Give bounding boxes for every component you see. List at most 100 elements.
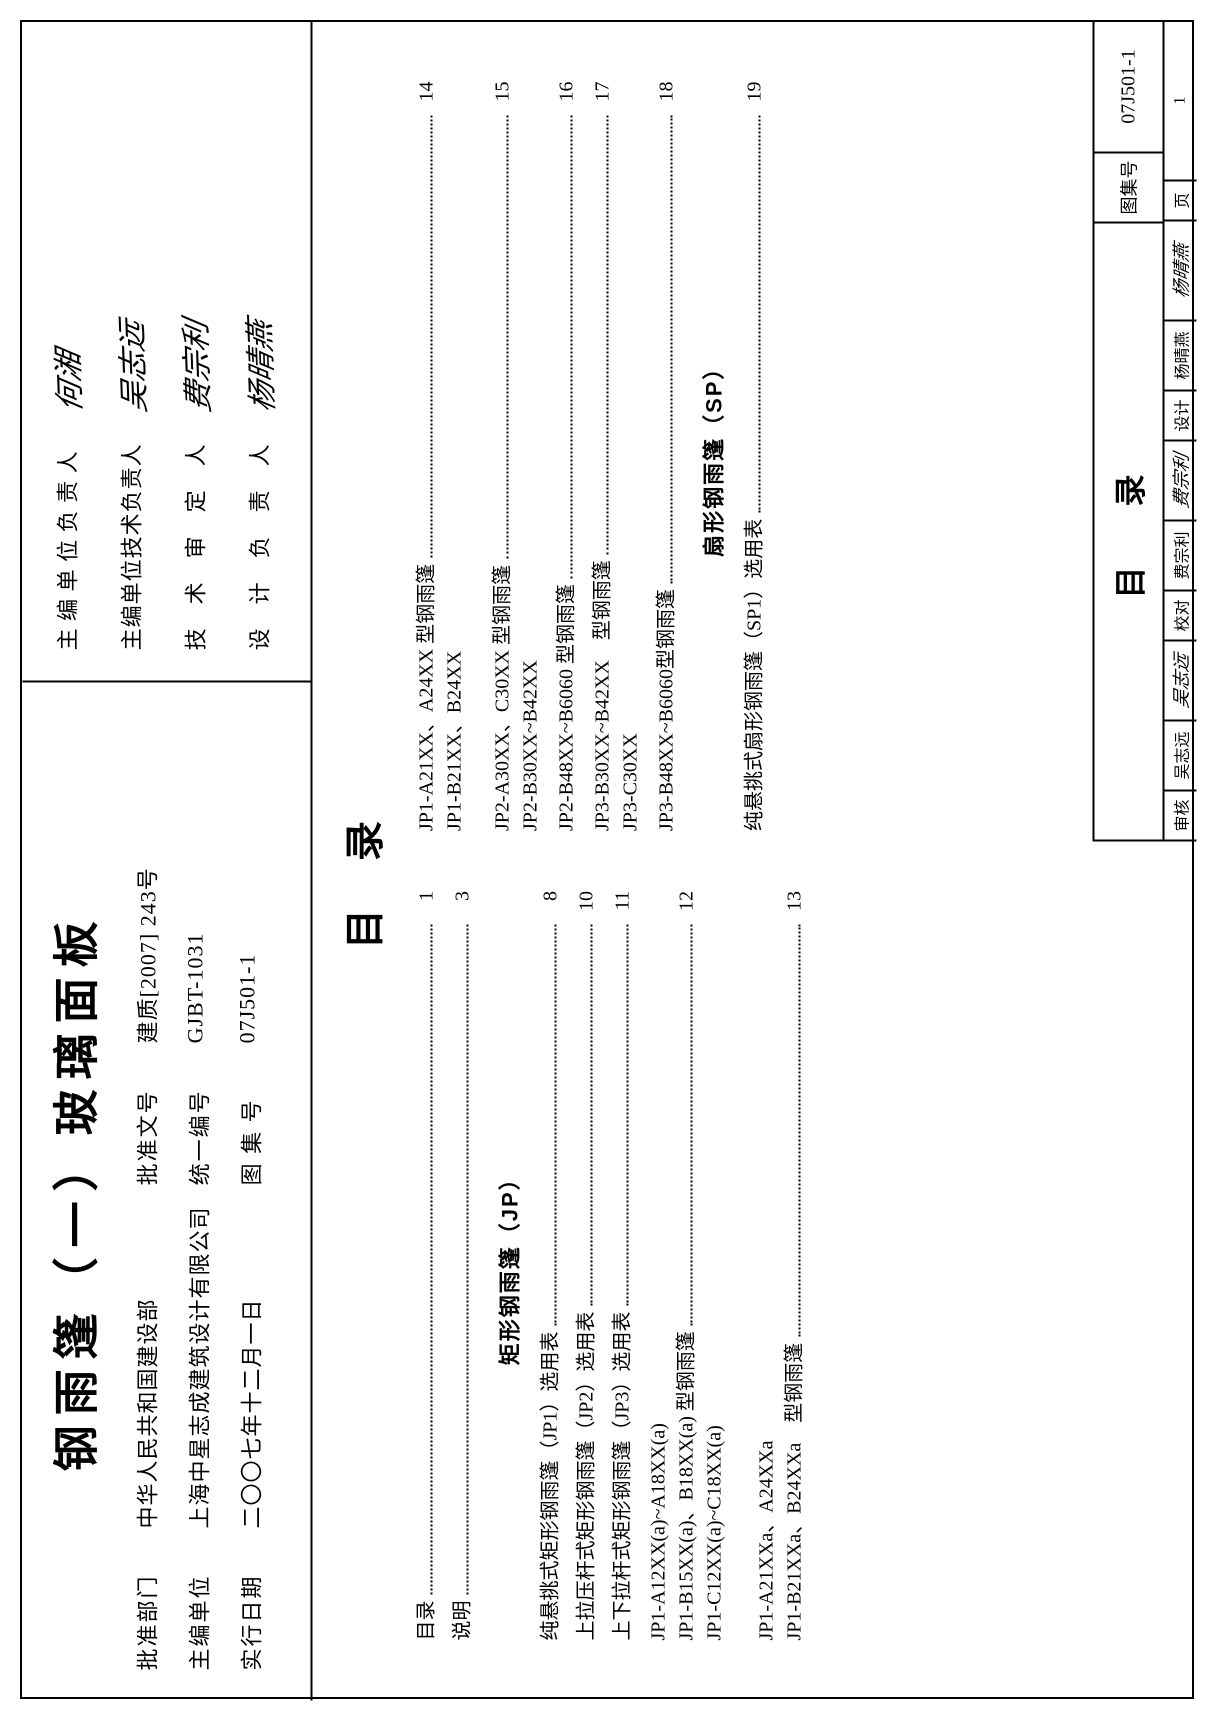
toc-page-num: 8 [537,891,565,919]
dept-label: 批准部门 [131,1541,163,1671]
footer-set-value: 07J501-1 [1095,22,1163,152]
toc-text-line1: JP1-A21XX、A24XX 型钢雨篷 [413,564,441,831]
check-sig: 费宗利 [1165,440,1197,520]
rotated-content: 钢雨篷（一）玻璃面板 批准部门 中华人民共和国建设部 批准文号 建质[2007]… [23,22,1197,1701]
footer-title-block: 目录 图集号 07J501-1 审核 吴志远 吴志远 校对 费宗利 费宗利 设计… [1093,22,1197,842]
document-page: 钢雨篷（一）玻璃面板 批准部门 中华人民共和国建设部 批准文号 建质[2007]… [20,20,1194,1699]
toc-entry: JP3-B48XX~B6060型钢雨篷 18 [653,82,681,832]
toc-text-line2: JP1-B21XX、B24XX [441,82,469,832]
signature-1: 何湘 [43,346,89,414]
footer-set-label: 图集号 [1095,152,1163,222]
toc-dots [555,925,557,1326]
footer-title: 目录 [1095,222,1163,840]
main-title: 钢雨篷（一）玻璃面板 [41,712,107,1670]
sig-label-1: 主 编 单 位 负 责 人 [51,410,83,650]
editor-value: 上海中星志成建筑设计有限公司 [183,1197,215,1528]
page-label: 页 [1165,180,1197,220]
toc-page-num: 16 [553,82,581,110]
toc-dots [431,925,433,1595]
sig-row-2: 主编单位技术负责人 吴志远 [109,52,153,651]
footer-num-block: 图集号 07J501-1 [1095,22,1163,222]
toc-entry-multiline: JP1-A21XXa、A24XXa JP1-B21XXa、B24XXa 型钢雨篷… [753,891,809,1641]
toc-page-num: 12 [673,891,701,919]
toc-section-heading: 矩形钢雨篷（JP） [493,891,525,1641]
toc-page-num: 19 [741,82,769,110]
toc-dots [671,116,673,584]
toc-page-num: 14 [413,82,441,110]
footer-top-row: 目录 图集号 07J501-1 [1095,22,1163,840]
audit-label: 审核 [1165,790,1197,840]
header-row: 钢雨篷（一）玻璃面板 批准部门 中华人民共和国建设部 批准文号 建质[2007]… [23,22,313,1701]
toc-dots [431,116,433,558]
toc-text: 纯悬挑式扇形钢雨篷（SP1）选用表 [741,519,769,831]
toc-dots [607,116,609,555]
set-value: 07J501-1 [235,712,267,1043]
toc-page-num: 1 [413,891,441,919]
toc-entry-multiline: JP1-A12XX(a)~A18XX(a) JP1-B15XX(a)、B18XX… [645,891,729,1641]
toc-text: JP2-B48XX~B6060 型钢雨篷 [553,584,581,831]
toc-text: 上拉压杆式矩形钢雨篷（JP2）选用表 [573,1312,601,1641]
signature-4: 杨晴燕 [235,316,282,414]
toc-text-line2: JP1-B15XX(a)、B18XX(a) 型钢雨篷 [673,1331,701,1640]
toc-entry: 上下拉杆式矩形钢雨篷（JP3）选用表 11 [609,891,637,1641]
toc-dots [691,925,693,1325]
toc-entry: JP2-B48XX~B6060 型钢雨篷 16 [553,82,581,832]
toc-dots [627,925,629,1306]
toc-text-line1: JP2-A30XX、C30XX 型钢雨篷 [489,565,517,831]
toc-text: 纯悬挑式矩形钢雨篷（JP1）选用表 [537,1332,565,1641]
sig-label-3: 技 术 审 定 人 [179,410,211,650]
toc-text-line2: JP3-C30XX [617,82,645,832]
sig-label-2: 主编单位技术负责人 [115,410,147,650]
toc-dots [591,925,593,1306]
dept-value: 中华人民共和国建设部 [131,1197,163,1528]
toc-section-heading: 扇形钢雨篷（SP） [697,82,729,832]
toc-dots [507,116,509,559]
toc-dots [799,925,801,1337]
toc-page-num: 15 [489,82,517,110]
date-label: 实行日期 [235,1541,267,1671]
sig-row-4: 设 计 负 责 人 杨晴燕 [237,52,281,651]
doc-value: 建质[2007] 243号 [131,712,163,1043]
signatures-block: 主 编 单 位 负 责 人 何湘 主编单位技术负责人 吴志远 技 术 审 定 人… [23,22,311,681]
toc-page-num: 17 [589,82,617,110]
toc-text: 说明 [449,1601,477,1641]
design-sig: 杨晴燕 [1165,220,1197,320]
toc-dots [467,925,469,1595]
toc-text-line3: JP1-C12XX(a)~C18XX(a) [701,891,729,1641]
toc-text-line1: JP1-A12XX(a)~A18XX(a) [645,891,673,1641]
page-value: 1 [1165,22,1197,180]
toc-body: 目录 目录 1 说明 3 [313,22,1093,1701]
date-value: 二〇〇七年十二月一日 [235,1197,267,1528]
check-label: 校对 [1165,590,1197,640]
toc-entry-multiline: JP3-B30XX~B42XX 型钢雨篷 17 JP3-C30XX [589,82,645,832]
toc-entry: 上拉压杆式矩形钢雨篷（JP2）选用表 10 [573,891,601,1641]
toc-entry-multiline: JP1-A21XX、A24XX 型钢雨篷 14 JP1-B21XX、B24XX [413,82,469,832]
approval-info-grid: 批准部门 中华人民共和国建设部 批准文号 建质[2007] 243号 主编单位 … [131,712,267,1670]
toc-left-column: 目录 1 说明 3 矩形钢雨篷（JP） 纯悬挑式 [413,891,817,1641]
toc-text: 目录 [413,1601,441,1641]
design-label: 设计 [1165,390,1197,440]
toc-entry: 目录 1 [413,891,441,1641]
doc-label: 批准文号 [131,1055,163,1185]
sig-row-1: 主 编 单 位 负 责 人 何湘 [45,52,89,651]
toc-right-column: JP1-A21XX、A24XX 型钢雨篷 14 JP1-B21XX、B24XX … [413,82,817,832]
footer-bottom-row: 审核 吴志远 吴志远 校对 费宗利 费宗利 设计 杨晴燕 杨晴燕 页 1 [1163,22,1197,840]
toc-text-line2: JP2-B30XX~B42XX [517,82,545,832]
toc-text-line1: JP1-A21XXa、A24XXa [753,891,781,1641]
toc-entry: 纯悬挑式扇形钢雨篷（SP1）选用表 19 [741,82,769,832]
toc-entry-multiline: JP2-A30XX、C30XX 型钢雨篷 15 JP2-B30XX~B42XX [489,82,545,832]
toc-page-num: 10 [573,891,601,919]
editor-label: 主编单位 [183,1541,215,1671]
toc-heading: 目录 [333,82,391,1641]
toc-text: JP3-B48XX~B6060型钢雨篷 [653,589,681,831]
page-content: 钢雨篷（一）玻璃面板 批准部门 中华人民共和国建设部 批准文号 建质[2007]… [23,22,1197,1701]
signature-2: 吴志远 [107,316,154,414]
audit-name: 吴志远 [1165,720,1197,790]
sig-row-3: 技 术 审 定 人 费宗利 [173,52,217,651]
toc-text: 上下拉杆式矩形钢雨篷（JP3）选用表 [609,1312,637,1641]
toc-page-num: 13 [781,891,809,919]
toc-page-num: 11 [609,891,637,919]
toc-columns: 目录 1 说明 3 矩形钢雨篷（JP） 纯悬挑式 [413,82,817,1641]
toc-dots [759,116,761,513]
toc-page-num: 18 [653,82,681,110]
